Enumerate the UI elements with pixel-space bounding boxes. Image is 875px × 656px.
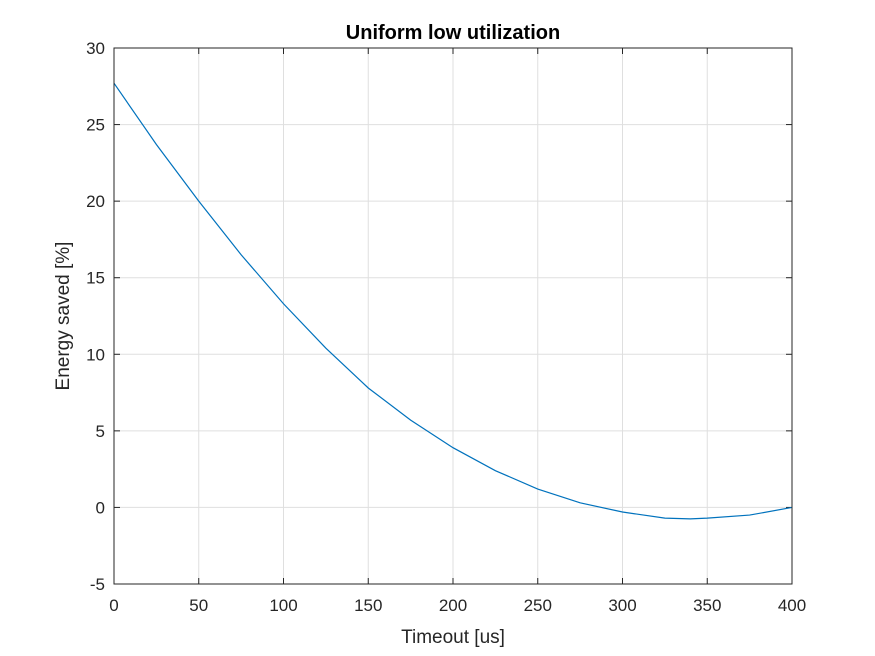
x-tick-label: 350 xyxy=(693,596,721,615)
x-tick-label: 400 xyxy=(778,596,806,615)
x-tick-label: 250 xyxy=(524,596,552,615)
series-line xyxy=(113,82,793,520)
y-axis-label: Energy saved [%] xyxy=(53,242,74,391)
y-tick-label: 30 xyxy=(86,39,105,58)
y-tick-label: 10 xyxy=(86,345,105,364)
y-tick-label: 5 xyxy=(96,422,105,441)
y-tick-label: -5 xyxy=(90,575,105,594)
series-layer xyxy=(113,82,793,520)
x-tick-label: 50 xyxy=(189,596,208,615)
chart-title: Uniform low utilization xyxy=(346,22,560,44)
y-tick-label: 0 xyxy=(96,498,105,517)
y-tick-label: 20 xyxy=(86,192,105,211)
x-tick-label: 150 xyxy=(354,596,382,615)
y-tick-label: 25 xyxy=(86,116,105,135)
x-tick-label: 0 xyxy=(109,596,118,615)
x-tick-label: 100 xyxy=(269,596,297,615)
x-tick-label: 200 xyxy=(439,596,467,615)
x-tick-label: 300 xyxy=(608,596,636,615)
x-tick-labels: 0 50 100 150 200 250 300 350 400 xyxy=(109,596,806,615)
x-axis-label: Timeout [us] xyxy=(401,627,505,648)
y-tick-labels: -5 0 5 10 15 20 25 30 xyxy=(86,39,105,594)
y-tick-label: 15 xyxy=(86,269,105,288)
plot-frame xyxy=(113,47,793,585)
grid xyxy=(113,47,793,585)
